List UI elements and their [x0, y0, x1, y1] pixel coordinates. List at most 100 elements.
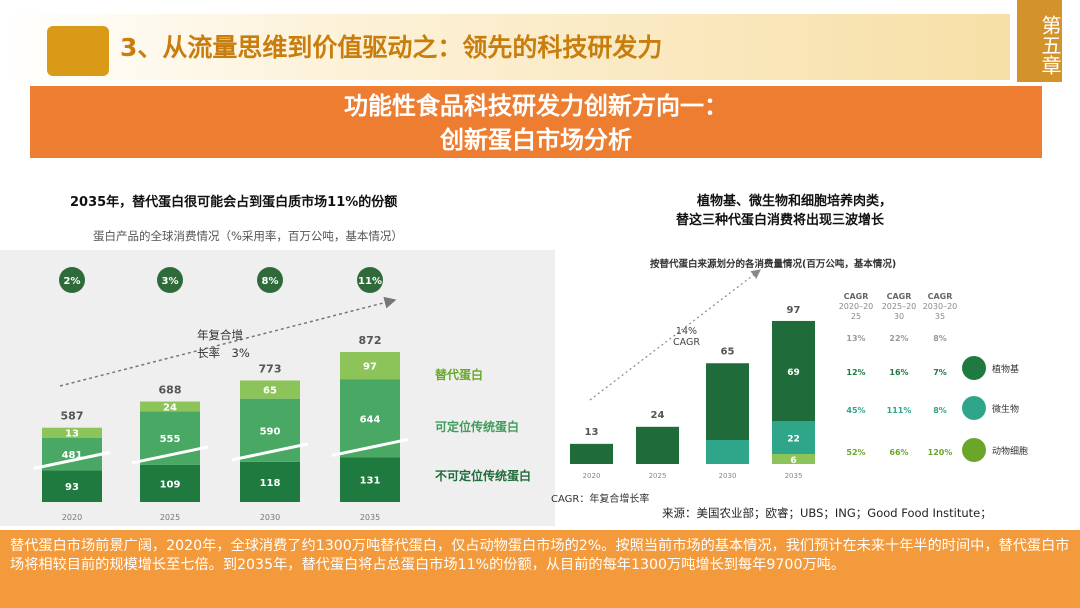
cagr-header-2: CAGR 2030–2035 — [922, 292, 958, 322]
adoption-circle-2035 — [357, 267, 383, 293]
left-bar-label-2030-1: 590 — [260, 426, 281, 437]
cagr-value-r3-c2: 120% — [927, 448, 953, 457]
right-cagr-arrow — [589, 269, 761, 401]
title-accent-block — [47, 26, 109, 76]
right-bar-label-2035-2: 69 — [787, 368, 800, 378]
source-note: 来源：美国农业部；欧睿；UBS；ING；Good Food Institute； — [662, 506, 992, 520]
summary-box: 替代蛋白市场前景广阔，2020年，全球消费了约1300万吨替代蛋白，仅占动物蛋白… — [0, 530, 1080, 608]
right-chart-title-line2: 替这三种代蛋白消费将出现三波增长 — [676, 213, 885, 228]
right-bar-2035-seg2 — [772, 320, 815, 421]
cagr-value-r0-c0: 13% — [846, 334, 866, 343]
left-year-2035: 2035 — [360, 513, 380, 522]
summary-text: 替代蛋白市场前景广阔，2020年，全球消费了约1300万吨替代蛋白，仅占动物蛋白… — [10, 538, 1070, 573]
left-bar-2020-seg0 — [42, 470, 102, 502]
left-cagr-line2: 长率 3% — [197, 346, 250, 360]
left-chart-svg: 93 481 13 587 2020 2% 109 555 24 688 2025 3% 118 590 6… — [33, 267, 409, 522]
left-bar-2030-seg0 — [240, 461, 300, 502]
page-title: 3、从流量思维到价值驱动之：领先的科技研发力 — [120, 33, 663, 62]
cagr-header-range: 2030–2035 — [922, 302, 958, 321]
left-bar-2025-seg0 — [140, 464, 200, 502]
banner-line2: 创新蛋白市场分析 — [440, 126, 632, 154]
cagr-value-r0-c2: 8% — [933, 334, 947, 343]
right-total-2035: 97 — [787, 305, 801, 316]
cagr-value-r2-c0: 45% — [846, 406, 866, 415]
cagr-legend-label-0: 植物基 — [992, 365, 1020, 375]
right-chart-title-line1: 植物基、微生物和细胞培养肉类， — [697, 194, 893, 209]
cagr-value-r3-c0: 52% — [846, 448, 866, 457]
cagr-value-r1-c1: 16% — [889, 368, 909, 377]
left-bar-label-2035-0: 131 — [360, 476, 381, 487]
cagr-legend-label-2: 动物细胞 — [992, 447, 1029, 457]
right-cagr-line2: CAGR — [673, 337, 700, 348]
right-total-2030: 65 — [721, 346, 735, 357]
left-total-2030: 773 — [259, 362, 282, 375]
adoption-circle-2030 — [257, 267, 283, 293]
left-bar-label-2025-1: 555 — [160, 434, 181, 445]
right-bar-2025 — [636, 426, 679, 464]
cagr-header-1: CAGR 2025–2030 — [881, 292, 917, 322]
cagr-value-r1-c0: 12% — [846, 368, 866, 377]
axis-break-mark — [331, 437, 409, 457]
cagr-value-r2-c1: 111% — [886, 406, 912, 415]
left-total-2035: 872 — [359, 334, 382, 347]
right-bar-2030-microbe — [706, 440, 749, 464]
left-bar-label-2020-0: 93 — [65, 482, 79, 493]
right-year-2030: 2030 — [719, 472, 737, 480]
left-year-2020: 2020 — [62, 513, 82, 522]
legend-alt-protein: 替代蛋白 — [435, 368, 484, 382]
cagr-header-0: CAGR 2020–2025 — [838, 292, 874, 322]
right-total-2025: 24 — [651, 410, 665, 421]
left-bar-2025-seg2 — [140, 401, 200, 412]
right-bar-2020 — [570, 443, 613, 464]
right-year-2035: 2035 — [785, 472, 803, 480]
cagr-header-range: 2025–2030 — [881, 302, 917, 321]
cagr-value-r0-c1: 22% — [889, 334, 909, 343]
adoption-label-2030: 8% — [262, 276, 279, 287]
adoption-label-2025: 3% — [162, 276, 179, 287]
left-bar-label-2030-0: 118 — [260, 478, 281, 489]
cell-icon — [962, 438, 986, 462]
axis-break-mark — [33, 450, 111, 470]
right-bar-label-2035-1: 22 — [787, 435, 800, 445]
left-chart-subtitle: 蛋白产品的全球消费情况（%采用率，百万公吨，基本情况） — [93, 229, 403, 243]
right-total-2020: 13 — [585, 427, 599, 438]
left-year-2030: 2030 — [260, 513, 280, 522]
legend-non-positionable-protein: 不可定位传统蛋白 — [435, 469, 532, 483]
left-cagr-line1: 年复合增 — [197, 328, 243, 342]
left-cagr-label: 年复合增 长率 3% — [197, 326, 250, 362]
cagr-value-r3-c1: 66% — [889, 448, 909, 457]
title-band — [0, 14, 1010, 80]
plant-icon — [962, 356, 986, 380]
left-bar-label-2035-1: 644 — [360, 414, 381, 425]
cagr-footnote: CAGR：年复合增长率 — [551, 494, 650, 505]
right-cagr-label: 14% CAGR — [673, 326, 700, 348]
adoption-label-2035: 11% — [358, 276, 382, 287]
cagr-header-name: CAGR — [843, 292, 869, 301]
left-bar-label-2025-0: 109 — [160, 479, 181, 490]
cagr-header-name: CAGR — [927, 292, 953, 301]
legend-positionable-protein: 可定位传统蛋白 — [435, 420, 520, 434]
left-total-2020: 587 — [61, 410, 84, 423]
left-bar-2035-seg2 — [340, 351, 400, 380]
chapter-tab: 第五章 — [1017, 0, 1062, 82]
left-year-2025: 2025 — [160, 513, 180, 522]
right-bar-label-2035-0: 6 — [790, 456, 796, 466]
left-bar-2020-seg2 — [42, 427, 102, 438]
right-bar-2035-seg1 — [772, 421, 815, 454]
section-banner: 功能性食品科技研发力创新方向一： 创新蛋白市场分析 — [30, 86, 1042, 158]
axis-break-mark — [231, 442, 309, 462]
cagr-header-range: 2020–2025 — [838, 302, 874, 321]
banner-line1: 功能性食品科技研发力创新方向一： — [344, 92, 728, 120]
right-chart-svg: 13 2020 24 2025 65 2030 6 22 69 97 2035 — [570, 269, 815, 480]
right-year-2020: 2020 — [583, 472, 601, 480]
microbe-icon — [962, 396, 986, 420]
left-chart-title: 2035年，替代蛋白很可能会占到蛋白质市场11%的份额 — [70, 195, 398, 210]
adoption-circle-2020 — [59, 267, 85, 293]
left-bar-label-2020-1: 481 — [62, 450, 83, 461]
left-total-2025: 688 — [159, 384, 182, 397]
left-bar-label-2035-2: 97 — [363, 362, 377, 373]
left-bar-label-2030-2: 65 — [263, 386, 277, 397]
left-bar-label-2020-2: 13 — [65, 429, 79, 440]
left-cagr-arrow — [59, 296, 397, 387]
right-bar-2030-plant — [706, 363, 749, 440]
